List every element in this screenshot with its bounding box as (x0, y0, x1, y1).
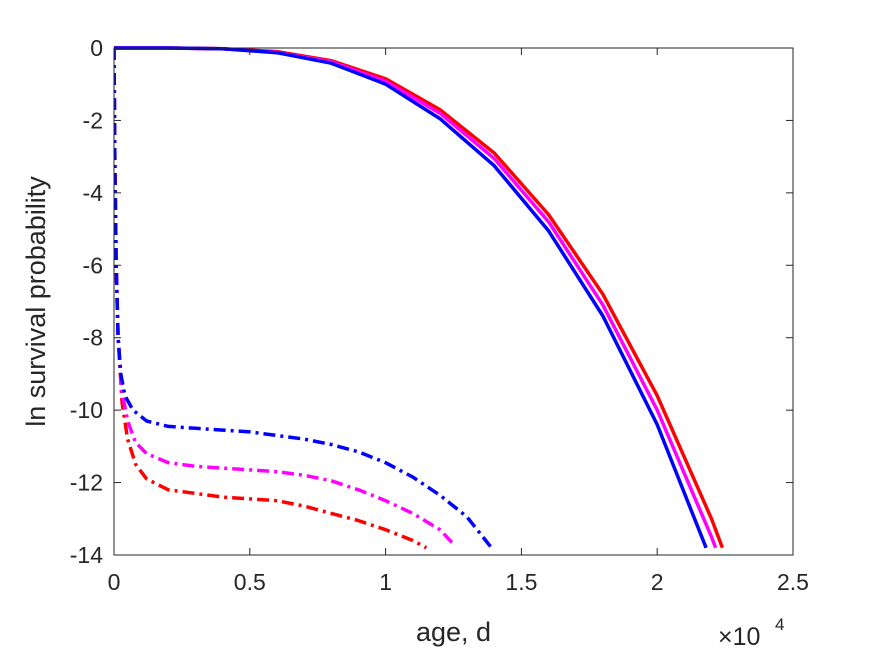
series-layer (114, 46, 725, 550)
y-tick-label: -4 (83, 180, 104, 206)
y-tick-label: -14 (70, 542, 103, 568)
ticks-layer: 0 0.5 1 1.5 2 2.5 0 -2 -4 -6 -8 -10 -12 -14 (70, 35, 809, 595)
y-tick-label: -10 (70, 397, 103, 423)
x-tick-label: 2 (651, 569, 664, 595)
x-tick-label: 2.5 (777, 569, 809, 595)
series-line-5 (114, 47, 455, 546)
x-tick-label: 0.5 (234, 569, 266, 595)
y-tick-label: -6 (83, 252, 103, 278)
series-line-4 (114, 47, 428, 550)
x-axis-exponent: ×10 4 (718, 615, 784, 651)
series-line-6 (114, 47, 493, 549)
axes-box (113, 47, 794, 556)
x-exponent-power: 4 (775, 615, 784, 634)
x-axis-label: age, d (416, 617, 491, 647)
y-axis-label: ln survival probability (21, 176, 51, 427)
y-tick-label: -2 (83, 107, 103, 133)
x-tick-label: 1 (379, 569, 392, 595)
y-tick-label: -8 (83, 325, 103, 351)
x-tick-label: 1.5 (505, 569, 537, 595)
x-tick-label: 0 (108, 569, 121, 595)
x-exponent-base: ×10 (718, 623, 760, 651)
y-tick-label: 0 (90, 35, 103, 61)
series-line-3 (114, 46, 708, 549)
y-tick-label: -12 (70, 470, 103, 496)
